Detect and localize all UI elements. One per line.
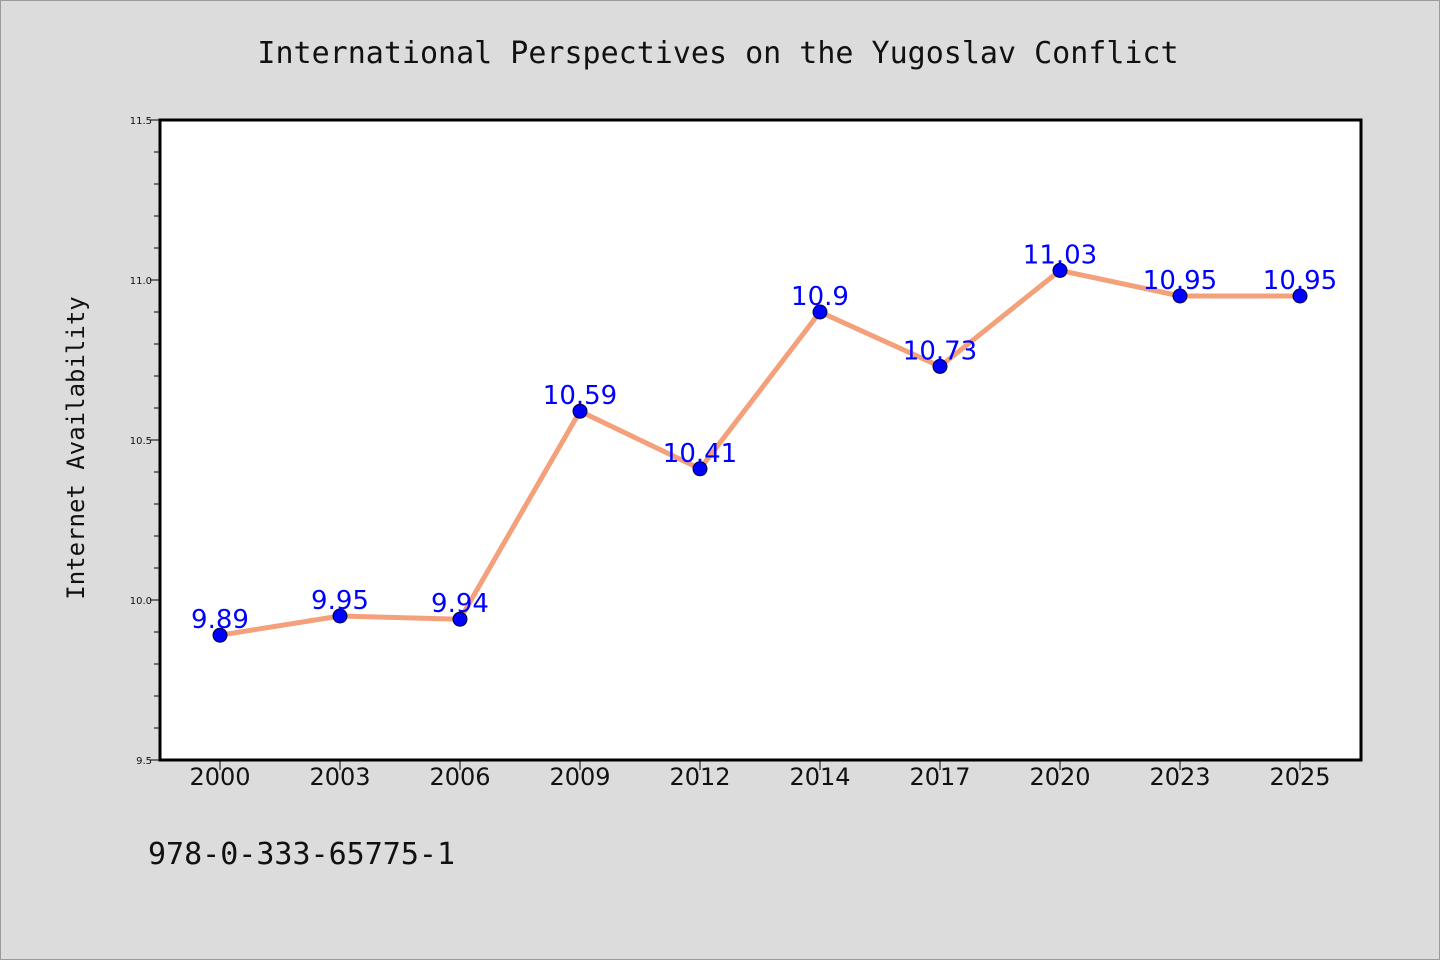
y-tick-label: 11.5 xyxy=(130,116,152,127)
x-tick-label: 2014 xyxy=(789,763,850,791)
data-label: 11.03 xyxy=(1023,240,1097,270)
x-tick-label: 2006 xyxy=(429,763,490,791)
data-point xyxy=(452,611,468,627)
y-axis-label: Internet Availability xyxy=(62,296,90,599)
data-point xyxy=(692,461,708,477)
data-point xyxy=(1052,262,1068,278)
x-tick-label: 2023 xyxy=(1149,763,1210,791)
y-tick-label: 9.5 xyxy=(136,756,152,767)
chart-title: International Perspectives on the Yugosl… xyxy=(257,36,1178,71)
x-tick-label: 2000 xyxy=(189,763,250,791)
data-label: 10.41 xyxy=(663,439,737,469)
x-axis-ticks: 2000 2003 2006 2009 2012 2014 2017 2020 2023 2025 xyxy=(189,760,1331,791)
data-point xyxy=(932,358,948,374)
data-point xyxy=(572,403,588,419)
y-tick-label: 10.5 xyxy=(130,436,152,447)
data-label: 10.95 xyxy=(1143,266,1217,296)
x-tick-label: 2009 xyxy=(549,763,610,791)
x-tick-label: 2017 xyxy=(909,763,970,791)
series-line xyxy=(217,267,1303,638)
x-tick-label: 2012 xyxy=(669,763,730,791)
data-label: 10.9 xyxy=(791,282,849,312)
data-point xyxy=(212,627,228,643)
data-point xyxy=(1172,288,1188,304)
data-label: 10.59 xyxy=(543,381,617,411)
data-point xyxy=(1292,288,1308,304)
data-labels: 9.89 9.95 9.94 10.59 10.41 10.9 10.73 11.03 10.9… xyxy=(191,240,1337,635)
y-tick-label: 10.0 xyxy=(130,596,152,607)
data-label: 10.73 xyxy=(903,336,977,366)
data-markers xyxy=(212,262,1308,643)
x-tick-label: 2025 xyxy=(1269,763,1330,791)
y-tick-label: 11.0 xyxy=(130,276,152,287)
x-tick-label: 2003 xyxy=(309,763,370,791)
x-tick-label: 2020 xyxy=(1029,763,1090,791)
isbn-footer: 978-0-333-65775-1 xyxy=(148,837,455,872)
data-point xyxy=(332,608,348,624)
data-label: 10.95 xyxy=(1263,266,1337,296)
data-label: 9.94 xyxy=(431,589,489,619)
data-label: 9.95 xyxy=(311,586,369,616)
plot-area xyxy=(158,118,1363,762)
data-label: 9.89 xyxy=(191,605,249,635)
y-axis-ticks: 9.5 10.0 10.5 11.0 11.5 xyxy=(130,116,160,767)
data-point xyxy=(812,304,828,320)
